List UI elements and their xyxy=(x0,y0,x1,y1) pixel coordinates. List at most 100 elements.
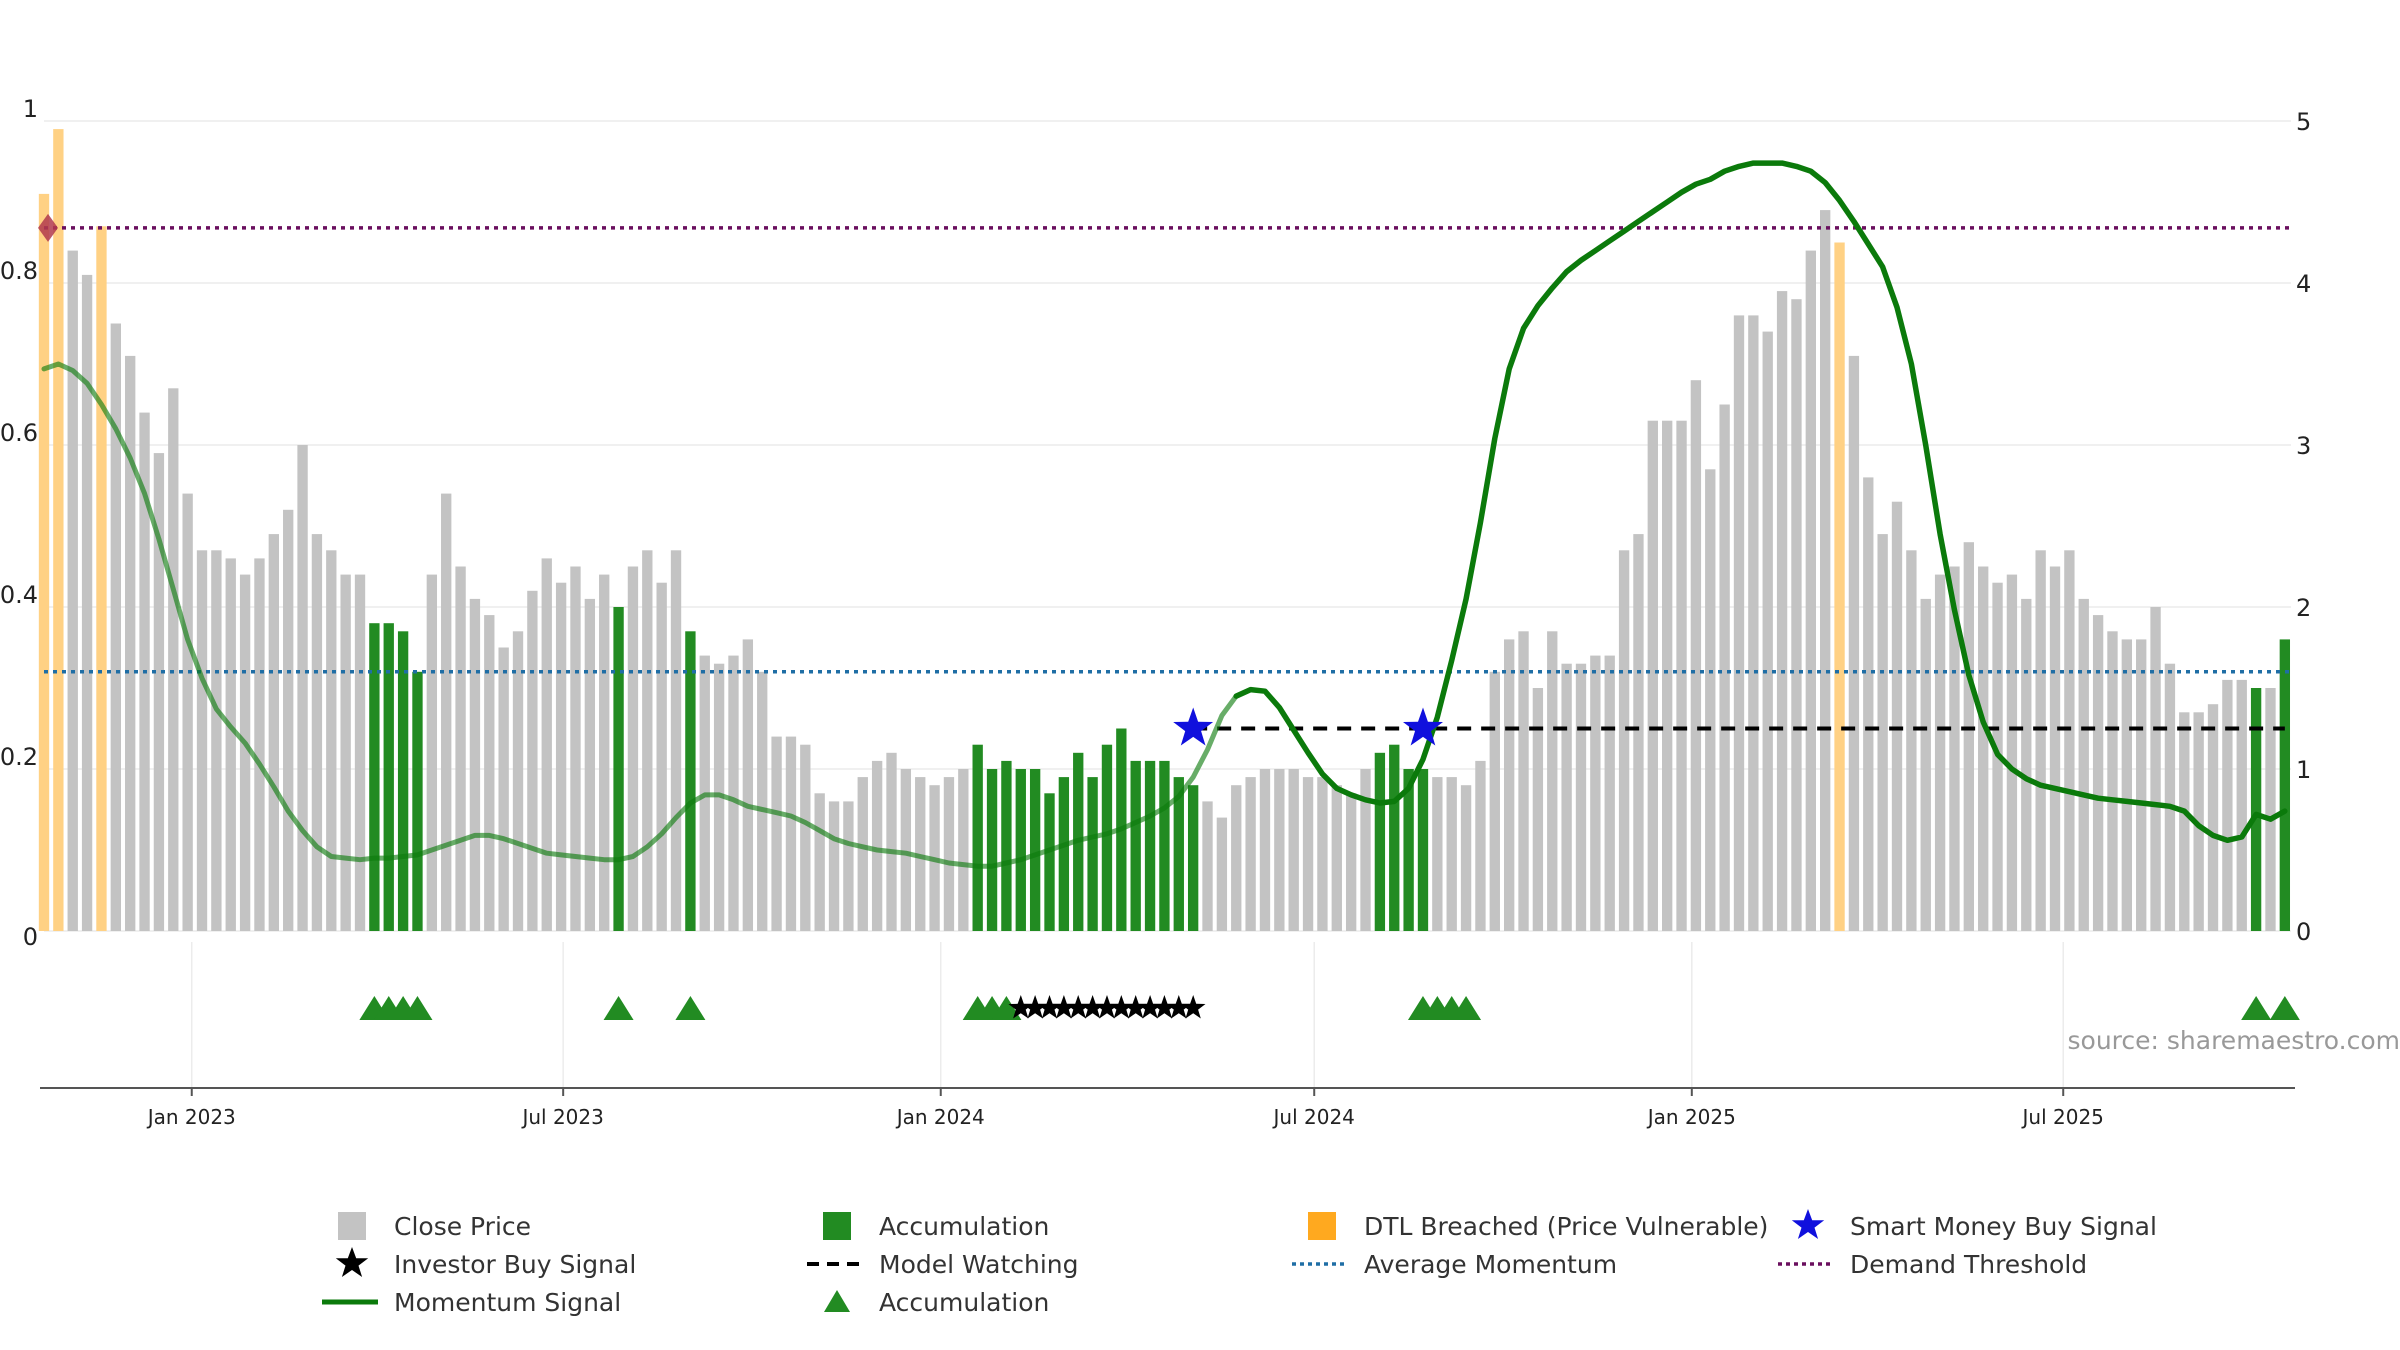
bar xyxy=(1705,469,1716,931)
bar xyxy=(283,509,294,931)
bar xyxy=(182,493,193,931)
bar xyxy=(2092,615,2104,931)
accumulation-triangle-icon xyxy=(2241,996,2272,1020)
bar xyxy=(1389,744,1400,931)
investor-buy-star-icon xyxy=(1180,995,1206,1019)
bar xyxy=(2236,679,2247,931)
bar xyxy=(1604,655,1615,931)
legend-smart-money: Smart Money Buy Signal xyxy=(1776,1208,2157,1244)
bar xyxy=(843,801,854,931)
source-label: source: sharemaestro.com xyxy=(2068,1026,2400,1055)
bar xyxy=(2193,712,2204,931)
bar xyxy=(656,582,667,931)
bar xyxy=(2064,550,2075,931)
bar xyxy=(900,769,912,931)
bar xyxy=(814,793,825,931)
dtl-breached-swatch xyxy=(1308,1212,1336,1240)
bar xyxy=(1590,655,1601,931)
accumulation-triangle-icon xyxy=(675,996,706,1020)
y-left-tick-label: 0 xyxy=(23,923,38,951)
legend-model-watching-label: Model Watching xyxy=(879,1249,1079,1279)
dtl-marker-icon xyxy=(38,213,58,242)
y-right-tick-label: 3 xyxy=(2296,432,2311,460)
legend-close-price-label: Close Price xyxy=(394,1211,532,1241)
legend-model-watching: Model Watching xyxy=(805,1246,1079,1282)
bar xyxy=(785,736,797,931)
bar xyxy=(426,574,438,931)
x-tick-label: Jul 2024 xyxy=(1272,1105,1355,1129)
bar xyxy=(986,769,998,931)
bar xyxy=(512,631,524,931)
smart-money-star-icon xyxy=(1403,707,1443,746)
x-tick-label: Jul 2023 xyxy=(520,1105,603,1129)
bar xyxy=(96,226,107,932)
x-tick-label: Jan 2024 xyxy=(895,1105,985,1129)
bar xyxy=(728,655,739,931)
bar xyxy=(1906,550,1917,931)
bar xyxy=(613,607,624,931)
bar xyxy=(757,671,768,931)
bar xyxy=(1187,785,1199,931)
bar xyxy=(340,574,351,931)
bar xyxy=(1575,663,1587,931)
bar xyxy=(828,801,840,931)
bar xyxy=(555,582,567,931)
bar xyxy=(1547,631,1558,931)
bar xyxy=(1245,777,1256,931)
bar xyxy=(1087,777,1098,931)
bar xyxy=(541,558,552,931)
accumulation-triangle-icon xyxy=(1451,996,1482,1020)
bar xyxy=(498,647,509,931)
bar xyxy=(369,623,380,931)
bar xyxy=(1101,744,1113,931)
bar xyxy=(1489,671,1500,931)
bar xyxy=(1202,801,1213,931)
legend-accumulation-triangle-label: Accumulation xyxy=(879,1287,1050,1317)
bar xyxy=(1762,331,1773,932)
legend-accumulation-label: Accumulation xyxy=(879,1211,1050,1241)
bar xyxy=(1776,291,1788,932)
bar xyxy=(1302,777,1314,931)
bar xyxy=(1877,534,1888,931)
bar xyxy=(225,558,236,931)
investor-buy-star-icon xyxy=(1080,995,1105,1019)
bar xyxy=(1173,777,1184,931)
bar xyxy=(1934,574,1946,931)
bar xyxy=(570,566,581,931)
bar xyxy=(1820,210,1831,932)
bar xyxy=(383,623,394,931)
bar xyxy=(1403,769,1414,931)
accumulation-triangle-icon xyxy=(991,996,1022,1020)
bar xyxy=(1561,663,1572,931)
bar xyxy=(1676,420,1687,931)
bar xyxy=(354,574,366,931)
bar xyxy=(1719,404,1730,931)
bar xyxy=(1532,688,1544,931)
bar xyxy=(1374,752,1386,931)
bar xyxy=(1216,817,1228,931)
bar xyxy=(599,574,610,931)
bar xyxy=(857,777,868,931)
black-star-icon xyxy=(335,1247,369,1277)
bar xyxy=(627,566,639,931)
bar xyxy=(441,493,452,931)
bar xyxy=(38,193,50,931)
bar xyxy=(1848,355,1860,931)
legend-momentum-signal-label: Momentum Signal xyxy=(394,1287,622,1317)
bar xyxy=(800,744,811,931)
bar xyxy=(81,274,93,931)
bar xyxy=(1015,769,1026,931)
legend-accumulation: Accumulation xyxy=(805,1208,1049,1244)
x-tick-label: Jan 2025 xyxy=(1646,1105,1736,1129)
y-left-tick-label: 0.4 xyxy=(0,581,38,609)
y-right-tick-label: 5 xyxy=(2296,108,2311,136)
bar xyxy=(1432,777,1443,931)
bar xyxy=(168,388,179,931)
bar xyxy=(2150,607,2161,931)
bar xyxy=(1159,760,1170,931)
legend-accumulation-triangle: Accumulation xyxy=(805,1284,1049,1320)
dashed-line-icon xyxy=(807,1262,863,1266)
bar xyxy=(297,445,308,931)
investor-buy-star-icon xyxy=(1008,995,1034,1019)
